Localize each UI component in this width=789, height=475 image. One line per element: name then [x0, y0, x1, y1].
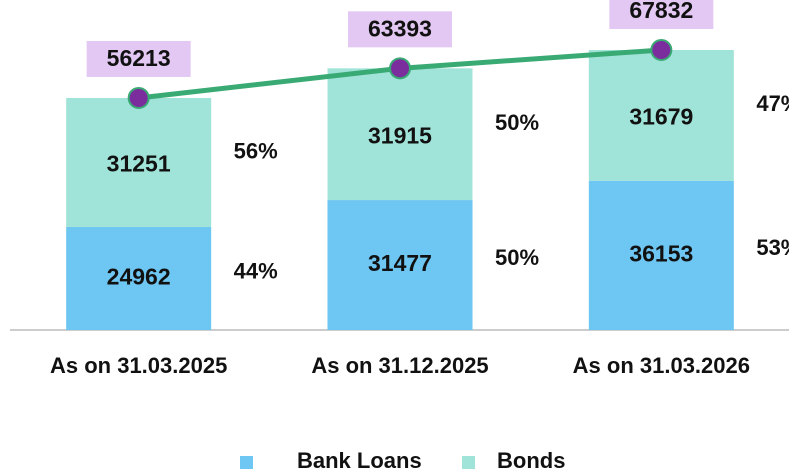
legend-swatch: [240, 456, 253, 469]
x-tick-label: As on 31.12.2025: [311, 353, 488, 378]
legend-label: Bonds: [497, 448, 565, 473]
total-label: 67832: [629, 0, 693, 23]
x-tick-label: As on 31.03.2026: [573, 353, 750, 378]
bar-segment: [327, 200, 473, 330]
total-label-box: [348, 11, 452, 48]
share-label: 50%: [495, 110, 539, 135]
share-label: 50%: [495, 245, 539, 270]
bar-segment: [66, 226, 212, 330]
share-label: 56%: [234, 138, 278, 163]
value-label: 31679: [629, 103, 693, 129]
legend-swatch: [462, 456, 475, 469]
value-label: 36153: [629, 240, 693, 266]
bar-segment: [588, 50, 734, 181]
value-label: 31477: [368, 250, 432, 276]
total-label-box: [86, 40, 191, 77]
x-tick-label: As on 31.03.2025: [50, 353, 227, 378]
bar-segment: [327, 68, 473, 201]
legend-label: Bank Loans: [297, 448, 422, 473]
share-label: 53%: [756, 235, 789, 260]
total-label: 56213: [107, 45, 171, 71]
share-label: 47%: [756, 91, 789, 116]
total-marker: [650, 39, 673, 61]
share-label: 44%: [234, 258, 278, 283]
value-label: 24962: [107, 264, 171, 290]
bar-segment: [588, 180, 734, 330]
total-marker: [389, 57, 411, 80]
bar-segment: [66, 97, 212, 227]
total-label-box: [609, 0, 714, 29]
value-label: 31915: [368, 122, 432, 148]
total-marker: [127, 86, 150, 109]
value-label: 31251: [107, 151, 171, 177]
total-label: 63393: [368, 15, 432, 41]
